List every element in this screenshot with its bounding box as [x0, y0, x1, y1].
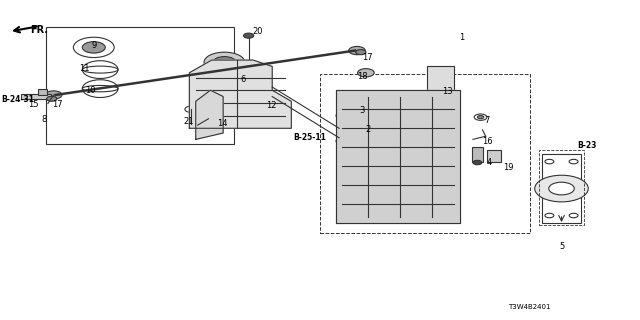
Polygon shape [336, 90, 460, 223]
Text: B-23: B-23 [577, 141, 597, 150]
Text: B-24-31: B-24-31 [1, 95, 35, 104]
Circle shape [213, 57, 236, 68]
Text: 1: 1 [459, 33, 464, 42]
Text: 8: 8 [41, 115, 46, 124]
Circle shape [473, 160, 482, 165]
Bar [427, 67, 454, 90]
Bar [472, 147, 483, 162]
Text: 9: 9 [92, 41, 97, 50]
Circle shape [548, 182, 574, 195]
Circle shape [244, 33, 253, 38]
Text: B-25-11: B-25-11 [293, 133, 326, 142]
Circle shape [204, 52, 245, 72]
Text: 15: 15 [28, 100, 38, 109]
Text: 13: 13 [442, 87, 453, 96]
Bar [20, 94, 51, 99]
Text: 16: 16 [483, 137, 493, 146]
Text: 6: 6 [241, 75, 246, 84]
Polygon shape [189, 60, 291, 128]
Text: 3: 3 [360, 106, 365, 115]
Bar [487, 149, 501, 162]
Text: 7: 7 [484, 116, 490, 125]
Circle shape [535, 175, 588, 202]
Circle shape [47, 96, 57, 101]
Bar [320, 74, 531, 233]
Text: 10: 10 [86, 86, 96, 95]
Text: 17: 17 [362, 53, 372, 62]
Text: FR.: FR. [30, 25, 48, 35]
Text: 11: 11 [79, 63, 90, 73]
Bar [38, 89, 47, 95]
Text: 21: 21 [183, 117, 193, 126]
Text: 20: 20 [252, 27, 263, 36]
Text: 4: 4 [487, 158, 492, 167]
Polygon shape [196, 90, 223, 140]
Bar [539, 150, 584, 225]
Text: 5: 5 [559, 242, 564, 251]
Circle shape [356, 50, 366, 55]
Bar [541, 154, 581, 223]
Text: 17: 17 [52, 100, 63, 109]
Text: 14: 14 [217, 119, 227, 128]
Circle shape [45, 91, 62, 99]
Bar [46, 27, 234, 144]
Text: T3W4B2401: T3W4B2401 [508, 304, 550, 309]
Circle shape [477, 116, 484, 119]
Circle shape [83, 42, 105, 53]
Circle shape [336, 138, 349, 144]
Circle shape [358, 69, 374, 77]
Text: 12: 12 [266, 101, 276, 110]
Text: 18: 18 [357, 72, 367, 81]
Text: 19: 19 [504, 163, 514, 172]
Text: 2: 2 [366, 125, 371, 134]
Circle shape [349, 46, 365, 55]
Circle shape [336, 112, 349, 119]
